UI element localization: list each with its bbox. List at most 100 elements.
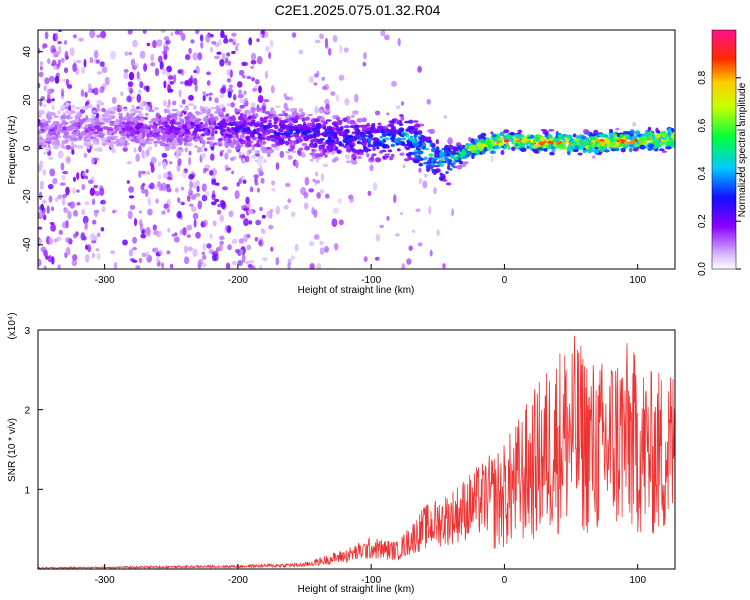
spectrogram-cell xyxy=(184,147,188,153)
spectrogram-cell xyxy=(161,67,167,75)
spectrogram-cell xyxy=(124,121,130,126)
snr-x-tick-label: 0 xyxy=(502,575,508,586)
spectrogram-cell xyxy=(319,240,324,246)
spectrogram-cell xyxy=(174,149,182,154)
spectrogram-cell xyxy=(236,182,240,187)
spectrogram-cell xyxy=(75,231,79,237)
spectrogram-cell xyxy=(113,107,118,112)
spectrogram-cell xyxy=(162,161,167,170)
spectrogram-cell xyxy=(122,146,128,152)
spectrogram-cell xyxy=(247,264,253,268)
spectrogram-cell xyxy=(375,130,380,133)
spectrogram-cell xyxy=(163,172,169,180)
spectrogram-cell xyxy=(241,158,246,163)
spectrogram-cell xyxy=(215,116,219,121)
spectrogram-cell xyxy=(391,118,396,124)
spectrogram-cell xyxy=(263,99,270,103)
spectrogram-cell xyxy=(414,123,421,128)
spectrogram-cell xyxy=(283,130,288,134)
spectrogram-cell xyxy=(214,130,218,135)
spectrogram-cell xyxy=(149,182,155,190)
spectrogram-cell xyxy=(275,162,280,171)
spectrogram-cell xyxy=(310,158,314,162)
spectrogram-cell xyxy=(619,134,624,138)
spectrogram-cell xyxy=(144,188,149,198)
spectrogram-cell xyxy=(306,122,313,127)
spectrogram-cell xyxy=(413,142,420,148)
spectrogram-cell xyxy=(151,125,158,130)
spectrogram-cell xyxy=(69,110,76,114)
spectrogram-cell xyxy=(556,144,560,149)
spectrogram-cell xyxy=(575,135,581,139)
spectrogram-cell xyxy=(38,113,42,118)
spectrogram-cell xyxy=(88,124,95,128)
colorbar-tick-label: 0.8 xyxy=(697,70,708,84)
spectrogram-cell xyxy=(160,30,166,33)
spectrogram-cell xyxy=(271,188,276,192)
spectrogram-cell xyxy=(580,140,587,145)
spectrogram-cell xyxy=(71,259,78,267)
spectrogram-cell xyxy=(159,61,164,70)
spectrogram-cell xyxy=(91,157,95,165)
spectrogram-cell xyxy=(136,106,141,110)
spectrogram-cell xyxy=(223,123,227,128)
spectrogram-cell xyxy=(237,93,244,99)
spectrogram-cell xyxy=(295,115,299,121)
spectrogram-cell xyxy=(440,158,444,162)
spectrogram-cell xyxy=(202,94,206,102)
spectrogram-cell xyxy=(214,55,220,60)
spectrogram-cell xyxy=(565,138,569,143)
spectrogram-cell xyxy=(430,142,436,148)
spectrogram-cell xyxy=(260,145,265,152)
spectrogram-cell xyxy=(331,121,338,126)
spectrogram-cell xyxy=(62,112,67,115)
spectrogram-cell xyxy=(95,118,100,124)
spectrogram-cell xyxy=(85,115,89,121)
spectrogram-cell xyxy=(135,265,140,269)
spectrogram-cell xyxy=(393,194,397,204)
spectrogram-cell xyxy=(412,120,419,123)
spectrogram-cell xyxy=(239,112,244,118)
spectrogram-cell xyxy=(226,225,232,233)
spectrogram-cell xyxy=(96,232,101,238)
spectrogram-cell xyxy=(219,58,225,67)
spectrogram-cell xyxy=(320,173,325,182)
spectrogram-cell xyxy=(443,149,449,154)
spectrogram-cell xyxy=(39,185,44,190)
spectrogram-cell xyxy=(76,189,80,193)
spectrogram-cell xyxy=(342,117,348,123)
spectrogram-cell xyxy=(139,118,145,122)
spectrogram-cell xyxy=(48,236,53,244)
spectrogram-cell xyxy=(406,141,413,147)
spectrogram-cell xyxy=(144,126,149,130)
spectrogram-cell xyxy=(161,133,167,138)
spectrogram-cell xyxy=(257,107,262,111)
spectrogram-cell xyxy=(123,145,127,149)
spectrogram-cell xyxy=(490,155,494,163)
spectrogram-cell xyxy=(254,143,261,148)
spectrogram-cell xyxy=(228,38,234,43)
spectrogram-cell xyxy=(251,154,256,160)
spectrogram-cell xyxy=(435,139,439,145)
spectrogram-cell xyxy=(548,129,555,132)
snr-frame xyxy=(37,329,676,570)
spectrogram-cell xyxy=(309,263,315,269)
spectrogram-cell xyxy=(252,128,257,135)
spectrogram-cell xyxy=(322,126,327,130)
spectrogram-cell xyxy=(418,136,425,140)
spectrogram-cell xyxy=(71,131,78,135)
spectrogram-cell xyxy=(441,160,448,164)
spectrogram-cell xyxy=(357,156,362,159)
spectrogram-cell xyxy=(481,151,486,155)
spectrogram-cell xyxy=(155,133,160,137)
spectrogram-cell xyxy=(167,88,174,93)
spectrogram-cell xyxy=(108,114,113,120)
spectrogram-cell xyxy=(201,123,206,129)
spectrogram-cell xyxy=(72,62,77,72)
spectrogram-cell xyxy=(193,139,198,142)
spectrogram-cell xyxy=(541,148,547,151)
spectrogram-cell xyxy=(259,141,263,145)
spectrogram-cell xyxy=(71,104,75,109)
spectrogram-cell xyxy=(201,251,205,255)
